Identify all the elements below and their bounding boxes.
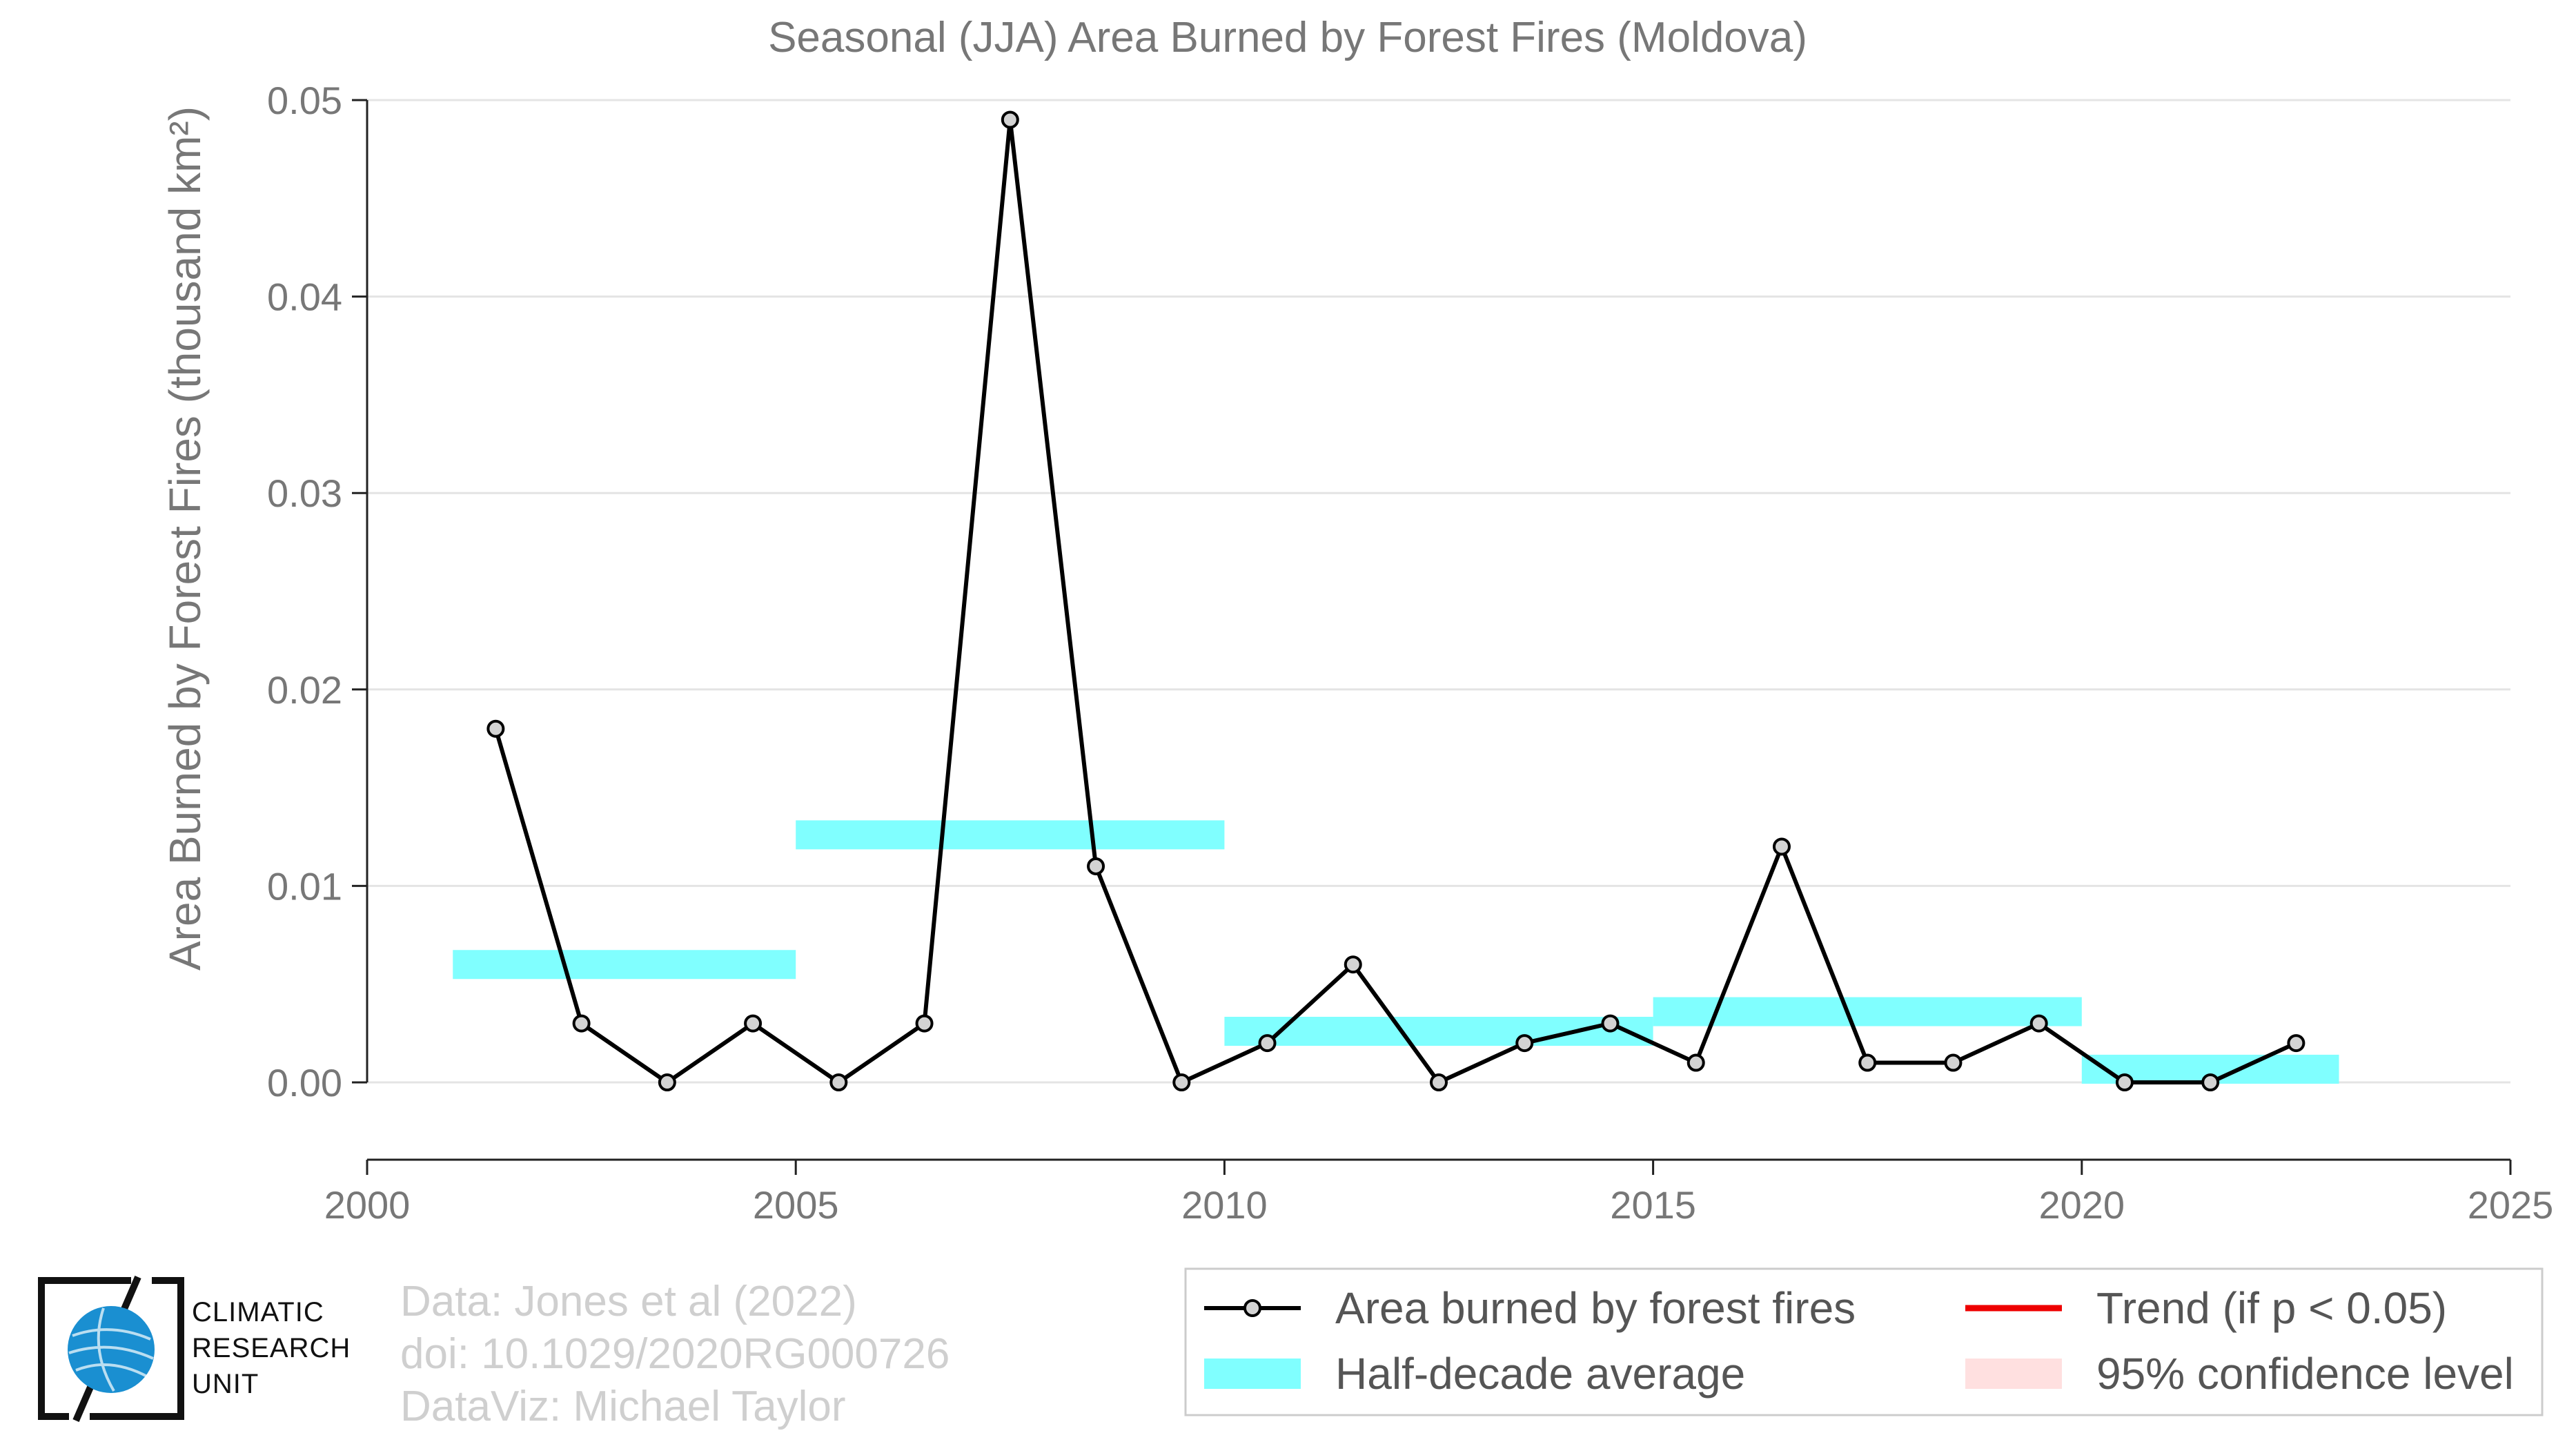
legend-label: Half-decade average <box>1335 1349 1745 1399</box>
y-axis-label: Area Burned by Forest Fires (thousand km… <box>160 106 210 971</box>
cru-logo <box>38 1276 184 1422</box>
series-group <box>486 110 2305 1091</box>
data-point <box>744 1014 763 1033</box>
data-point <box>2115 1073 2134 1091</box>
legend-patch-swatch <box>1204 1359 1301 1389</box>
y-tick-label: 0.00 <box>267 1061 342 1104</box>
x-tick-label: 2020 <box>2039 1183 2125 1227</box>
grid <box>367 99 2510 1084</box>
data-point <box>1344 955 1362 974</box>
axes: 0.00 0.01 0.02 0.03 0.04 0.05 2000 2005 2010 2015… <box>267 79 2553 1227</box>
data-point <box>572 1014 591 1033</box>
data-point <box>1687 1053 1705 1072</box>
data-point <box>2201 1073 2220 1091</box>
x-tick-label: 2015 <box>1610 1183 1696 1227</box>
cru-line-2: RESEARCH <box>192 1333 351 1363</box>
chart-title: Seasonal (JJA) Area Burned by Forest Fir… <box>768 14 1807 61</box>
x-tick-label: 2025 <box>2468 1183 2554 1227</box>
data-point <box>1172 1073 1191 1091</box>
legend-label: Trend (if p < 0.05) <box>2096 1283 2447 1333</box>
legend-label: 95% confidence level <box>2096 1349 2514 1399</box>
data-point <box>1001 110 1019 129</box>
credit-data: Data: Jones et al (2022) <box>400 1278 857 1325</box>
y-tick-label: 0.01 <box>267 864 342 908</box>
cru-line-1: CLIMATIC <box>192 1297 324 1327</box>
y-tick-label: 0.05 <box>267 79 342 122</box>
credit-dataviz: DataViz: Michael Taylor <box>400 1383 846 1430</box>
credit-doi: doi: 10.1029/2020RG000726 <box>400 1330 950 1378</box>
globe-lines-icon <box>68 1307 154 1392</box>
logo-bracket-icon <box>38 1277 184 1420</box>
cru-logo-text: CLIMATIC RESEARCH UNIT <box>192 1294 351 1402</box>
data-point <box>915 1014 934 1033</box>
y-tick-label: 0.02 <box>267 668 342 712</box>
legend: Area burned by forest fires Trend (if p <… <box>1184 1267 2544 1416</box>
data-point <box>2029 1014 2048 1033</box>
legend-frame <box>1184 1267 2544 1416</box>
series-line <box>493 117 2297 1084</box>
half-decade-bar <box>796 820 1225 850</box>
legend-marker-swatch <box>1243 1299 1261 1317</box>
data-point <box>1858 1053 1877 1072</box>
legend-patch-swatch <box>1965 1359 2062 1389</box>
data-point <box>829 1073 848 1091</box>
x-tick-label: 2010 <box>1181 1183 1268 1227</box>
data-point <box>486 719 505 738</box>
half-decade-bar <box>1653 997 2082 1026</box>
data-point <box>2287 1034 2305 1053</box>
half-decade-bar <box>453 950 796 980</box>
half-decade-bars <box>453 820 2339 1084</box>
data-point <box>1515 1034 1534 1053</box>
data-point <box>1087 857 1105 875</box>
data-point <box>1601 1014 1620 1033</box>
x-tick-label: 2000 <box>324 1183 411 1227</box>
data-point <box>658 1073 676 1091</box>
y-tick-label: 0.04 <box>267 275 342 319</box>
data-point <box>1430 1073 1448 1091</box>
data-point <box>1258 1034 1277 1053</box>
cru-line-3: UNIT <box>192 1369 259 1399</box>
y-tick-label: 0.03 <box>267 471 342 515</box>
legend-label: Area burned by forest fires <box>1335 1283 1856 1333</box>
data-point <box>1772 837 1791 856</box>
data-point <box>1944 1053 1963 1072</box>
x-tick-label: 2005 <box>753 1183 839 1227</box>
credits: Data: Jones et al (2022) doi: 10.1029/20… <box>400 1276 950 1433</box>
